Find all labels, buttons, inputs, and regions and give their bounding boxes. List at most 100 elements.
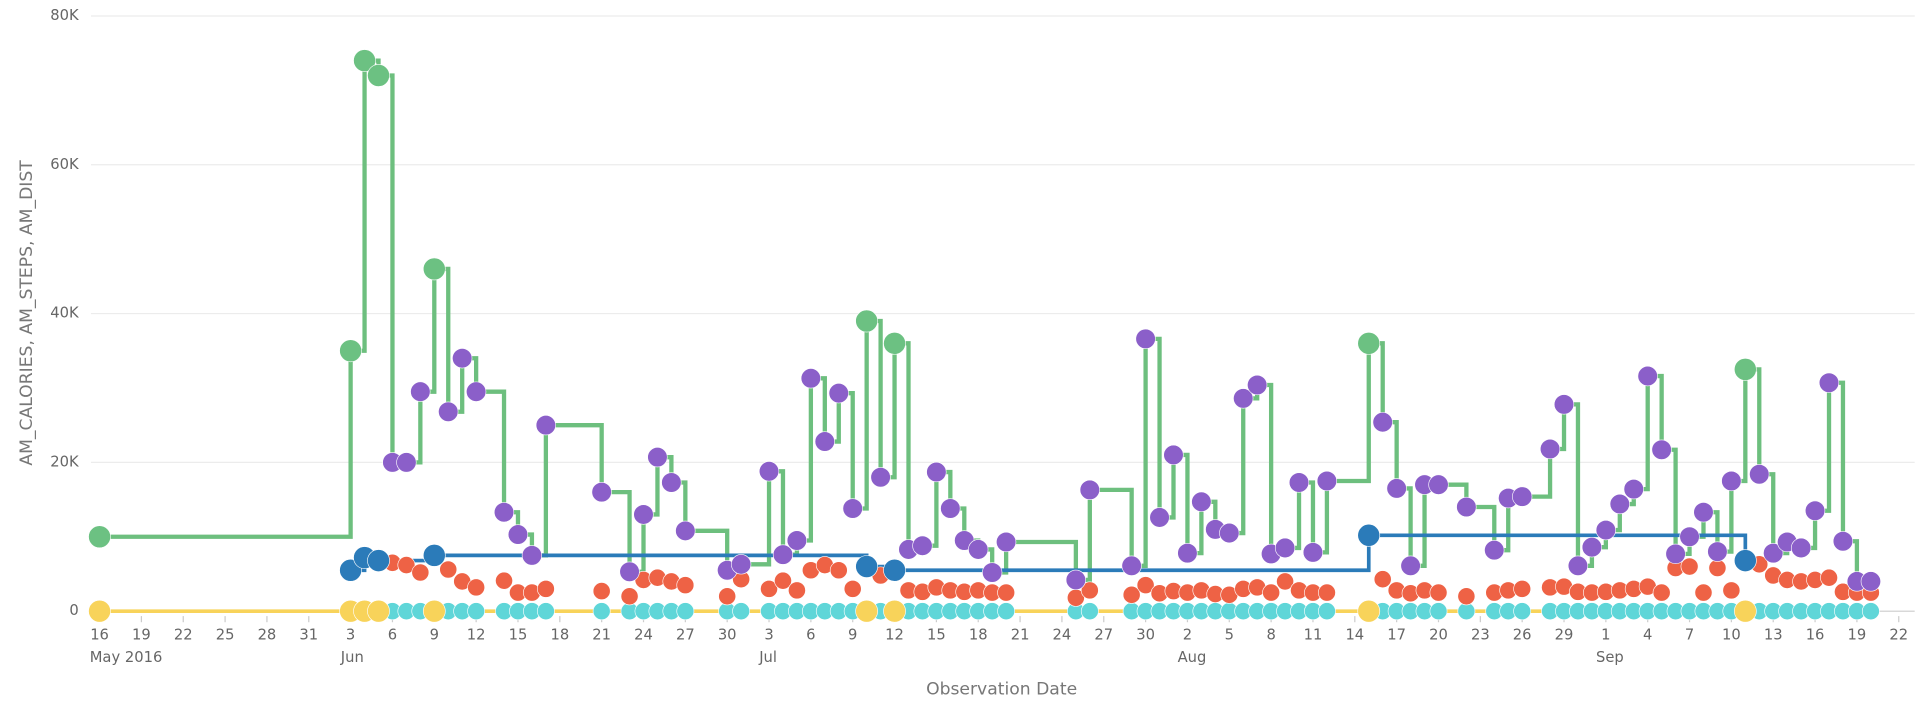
month-label: Jun (340, 649, 364, 666)
bubble (591, 482, 612, 503)
x-tick-label: 24 (1053, 627, 1072, 644)
x-tick-label: 20 (1429, 627, 1448, 644)
x-tick-label: 9 (848, 627, 857, 644)
bubble (814, 431, 835, 452)
y-axis-label: AM_CALORIES, AM_STEPS, AM_DIST (17, 160, 37, 466)
bubble (1457, 587, 1476, 606)
bubble (619, 561, 640, 582)
bubble (536, 602, 555, 621)
bubble (1749, 464, 1770, 485)
bubble (1665, 543, 1686, 565)
bubble (1373, 570, 1392, 589)
bubble (592, 582, 611, 600)
bubble (676, 602, 695, 621)
bubble (786, 530, 808, 551)
bubble (633, 504, 654, 525)
x-tick-label: 2 (1183, 627, 1192, 644)
y-tick-label: 0 (69, 602, 78, 619)
bubble (507, 524, 529, 545)
bubble (1065, 569, 1086, 591)
x-tick-label: 3 (764, 627, 773, 644)
x-tick-label: 17 (1387, 627, 1406, 644)
bubble (1274, 537, 1296, 559)
bubble (467, 602, 486, 621)
bubble (397, 556, 416, 574)
bubble (452, 348, 473, 369)
bubble (1163, 444, 1184, 466)
bubble (1693, 502, 1714, 523)
bubble (1318, 602, 1336, 621)
x-tick-label: 29 (1555, 627, 1574, 644)
bubble (1357, 599, 1381, 623)
bubble (1708, 559, 1727, 577)
bubble (1121, 555, 1142, 576)
bubble (1191, 491, 1212, 512)
bubble (411, 563, 430, 582)
bubble (1609, 493, 1630, 515)
bubble (997, 583, 1016, 602)
x-tick-label: 6 (388, 627, 397, 644)
x-tick-label: 12 (467, 627, 486, 644)
bubble (842, 498, 863, 519)
x-tick-label: 23 (1471, 627, 1490, 644)
bubble (968, 539, 989, 560)
bubble (926, 461, 947, 483)
month-label: Jul (758, 649, 777, 666)
bubble (774, 571, 792, 590)
bubble (1429, 602, 1448, 621)
bubble (439, 560, 458, 579)
bubble (718, 587, 737, 606)
y-tick-label: 60K (50, 156, 79, 173)
y-tick-label: 80K (50, 7, 79, 24)
bubble (1136, 576, 1155, 595)
bubble (367, 64, 390, 87)
bubble (1288, 472, 1310, 493)
bubble (1595, 519, 1616, 541)
bubble (676, 576, 695, 595)
bubble (1637, 365, 1658, 387)
bubble (1707, 541, 1728, 562)
bubble (997, 602, 1016, 621)
bubble (661, 472, 682, 493)
bubble (466, 381, 487, 402)
month-label: Sep (1596, 649, 1624, 666)
bubble (1149, 507, 1170, 528)
x-tick-label: 9 (430, 627, 439, 644)
x-tick-label: 30 (1136, 627, 1155, 644)
bubble (1722, 581, 1741, 600)
x-tick-label: 16 (90, 627, 109, 644)
bubble (982, 562, 1003, 583)
bubble (940, 498, 961, 519)
bubble (592, 602, 611, 621)
bubble (410, 381, 431, 402)
bubble (855, 599, 879, 623)
bubble (855, 555, 879, 578)
bubble (422, 599, 446, 623)
bubble (1733, 358, 1757, 381)
x-tick-label: 11 (1304, 627, 1323, 644)
bubble (493, 502, 515, 523)
bubble (1316, 470, 1338, 492)
bubble (88, 525, 111, 549)
bubble (828, 383, 849, 404)
x-tick-label: 18 (550, 627, 569, 644)
bubble (467, 578, 486, 597)
bubble (1484, 540, 1505, 561)
bubble (772, 544, 794, 565)
bubble (1080, 581, 1099, 600)
x-tick-label: 1 (1601, 627, 1610, 644)
bubble (422, 544, 446, 567)
bubble (339, 339, 362, 363)
bubble (1400, 555, 1421, 576)
bubble (800, 368, 821, 389)
bubble (1818, 372, 1840, 393)
x-tick-label: 27 (1094, 627, 1113, 644)
bubble (1651, 439, 1672, 460)
step-line (99, 58, 1871, 584)
bubble (870, 467, 891, 488)
bubble (1763, 543, 1784, 564)
bubble (1386, 478, 1407, 499)
x-tick-label: 19 (132, 627, 151, 644)
x-tick-label: 25 (216, 627, 235, 644)
